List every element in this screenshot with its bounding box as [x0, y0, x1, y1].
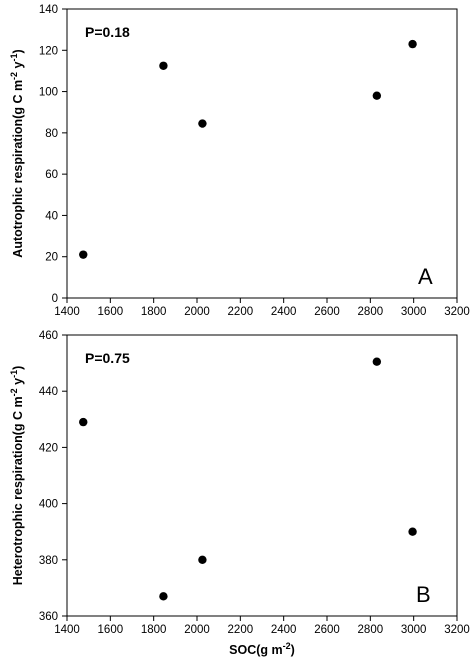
data-point [79, 250, 88, 259]
data-point [408, 39, 417, 49]
data-point [372, 91, 382, 100]
y-tick-label: 20 [45, 252, 58, 264]
y-tick-label: 140 [39, 4, 58, 16]
y-axis-label: Heterotrophic respiration(g C m-2 y-1) [9, 366, 25, 586]
data-point [372, 357, 382, 366]
y-axis-label-exponent: -2 [9, 388, 19, 396]
y-axis-label: Autotrophic respiration(g C m-2 y-1) [9, 49, 25, 257]
y-axis-label-text: Heterotrophic respiration(g C m [11, 396, 25, 585]
p-value-annotation: P=0.75 [85, 350, 130, 366]
y-tick-label: 420 [39, 442, 58, 454]
data-point [159, 61, 168, 70]
y-axis-label-text: ) [11, 49, 25, 53]
x-tick-label: 3200 [444, 624, 470, 636]
x-tick-label: 2800 [358, 624, 384, 636]
panel-b: 1400 1600 1800 2000 2200 2400 2600 2800 3000 3200… [9, 330, 470, 657]
p-value-annotation: P=0.18 [85, 24, 130, 40]
x-tick-label: 1800 [141, 624, 167, 636]
y-axis-label-text: y [11, 378, 25, 388]
x-tick-label: 1800 [141, 306, 167, 318]
y-axis-label-text: y [11, 61, 25, 71]
x-axis-label-exponent: -2 [283, 641, 291, 651]
x-axis-label-text: SOC(g m [229, 643, 282, 657]
panel-label: B [416, 582, 431, 607]
x-tick-label: 1600 [98, 624, 124, 636]
y-tick-label: 60 [45, 169, 58, 181]
y-axis-label-text: ) [11, 366, 25, 370]
data-point [198, 119, 207, 128]
x-axis-label: SOC(g m-2) [229, 641, 295, 657]
x-tick-label: 2400 [271, 624, 297, 636]
x-tick-label: 2200 [228, 624, 254, 636]
x-tick-label: 1600 [98, 306, 124, 318]
y-tick-label: 440 [39, 386, 58, 398]
x-tick-label: 3000 [401, 306, 427, 318]
x-tick-label: 2800 [358, 306, 384, 318]
y-tick-label: 360 [39, 611, 58, 623]
y-axis-label-exponent: -1 [9, 53, 19, 61]
data-point [198, 555, 207, 564]
x-tick-label: 2400 [271, 306, 297, 318]
y-tick-label: 80 [45, 128, 58, 140]
y-axis-label-exponent: -2 [9, 72, 19, 80]
y-tick-label: 380 [39, 555, 58, 567]
x-tick-label: 2200 [228, 306, 254, 318]
x-axis-label-text: ) [291, 643, 295, 657]
y-tick-label: 400 [39, 499, 58, 511]
x-tick-label: 2600 [314, 624, 340, 636]
panel-label: A [418, 264, 433, 289]
plot-frame [66, 334, 458, 617]
x-tick-label: 2600 [314, 306, 340, 318]
data-point [159, 592, 168, 601]
x-tick-label: 1400 [54, 306, 80, 318]
y-tick-label: 460 [39, 330, 58, 342]
x-tick-label: 1400 [54, 624, 80, 636]
y-tick-label: 120 [39, 45, 58, 57]
x-tick-label: 2000 [184, 306, 210, 318]
y-axis-label-text: Autotrophic respiration(g C m [11, 80, 25, 258]
y-tick-label: 40 [45, 210, 58, 222]
data-point [79, 417, 88, 427]
y-tick-label: 0 [52, 293, 58, 305]
data-point [408, 527, 417, 536]
y-axis-label-exponent: -1 [9, 370, 19, 378]
plot-frame [66, 8, 458, 299]
panel-a: 1400 1600 1800 2000 2200 2400 2600 2800 3000 3200… [9, 4, 470, 318]
x-tick-label: 2000 [184, 624, 210, 636]
x-tick-label: 3000 [401, 624, 427, 636]
y-tick-label: 100 [39, 87, 58, 99]
x-tick-label: 3200 [444, 306, 470, 318]
